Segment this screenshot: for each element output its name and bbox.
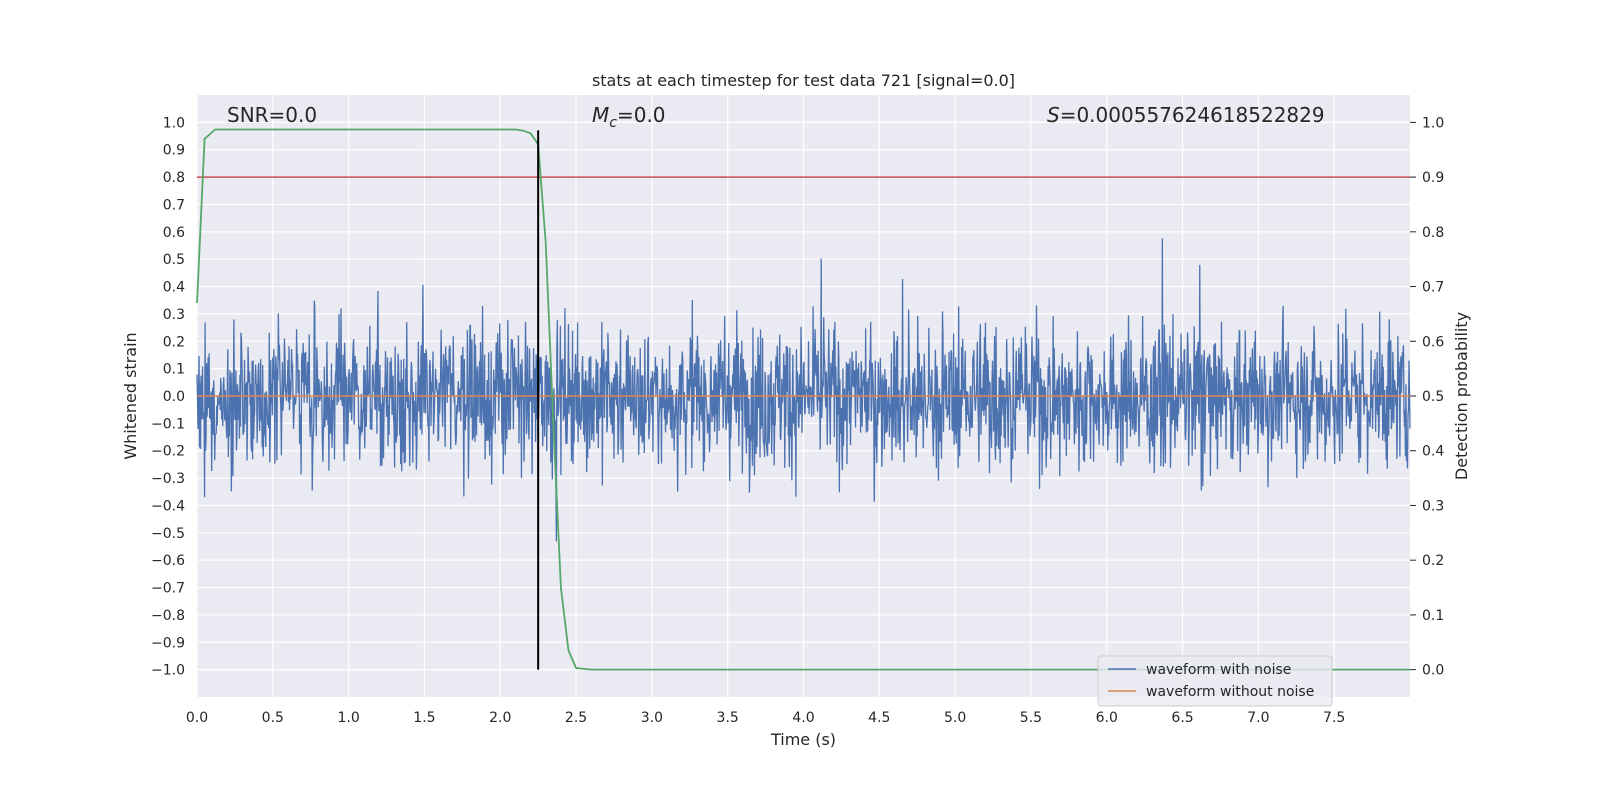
x-tick-label: 7.5	[1323, 710, 1345, 726]
y-left-tick-label: 0.8	[163, 170, 185, 186]
x-tick-label: 7.0	[1247, 710, 1269, 726]
y-left-tick-label: −0.5	[151, 526, 185, 542]
y-left-tick-label: 0.5	[163, 252, 185, 268]
y-left-tick-label: −0.9	[151, 635, 185, 651]
waveform-with-noise-line	[196, 238, 1411, 542]
legend-entry-noise: waveform with noise	[1146, 662, 1291, 678]
y-right-tick-label: 0.4	[1422, 444, 1444, 460]
x-tick-label: 2.5	[565, 710, 587, 726]
mc-symbol: M	[592, 103, 609, 127]
y-left-tick-label: −0.8	[151, 608, 185, 624]
y-right-tick-label: 0.2	[1422, 553, 1444, 569]
y-right-tick-label: 0.5	[1422, 389, 1444, 405]
y-left-tick-label: −0.3	[151, 471, 185, 487]
y-right-tick-label: 0.3	[1422, 498, 1444, 514]
x-tick-label: 0.5	[262, 710, 284, 726]
y-right-tick-label: 0.0	[1422, 663, 1444, 679]
y-left-tick-label: 0.9	[163, 143, 185, 159]
mc-subscript: c	[609, 115, 617, 131]
y-left-tick-label: 0.0	[163, 389, 185, 405]
y-axis-left-label: Whitened strain	[121, 332, 140, 459]
legend: waveform with noise waveform without noi…	[1097, 655, 1333, 707]
detection-probability-line	[196, 128, 1410, 671]
legend-entry-clean: waveform without noise	[1146, 684, 1314, 700]
legend-box	[1097, 655, 1333, 707]
y-right-tick-label: 0.6	[1422, 334, 1444, 350]
y-left-tick-label: 1.0	[163, 115, 185, 131]
x-tick-label: 6.0	[1096, 710, 1118, 726]
y-left-tick-label: 0.7	[163, 197, 185, 213]
s-symbol: S	[1047, 103, 1060, 127]
x-tick-label: 5.0	[944, 710, 966, 726]
s-annotation: S=0.000557624618522829	[1047, 103, 1325, 127]
y-right-tick-label: 0.7	[1422, 280, 1444, 296]
y-left-tick-label: −0.1	[151, 416, 185, 432]
waveform-with-noise-series	[196, 238, 1411, 542]
y-left-tick-label: 0.6	[163, 225, 185, 241]
x-tick-label: 3.0	[641, 710, 663, 726]
x-tick-label: 5.5	[1020, 710, 1042, 726]
s-value: =0.000557624618522829	[1060, 103, 1325, 127]
mc-annotation: Mc=0.0	[592, 103, 666, 131]
overlay-lines	[196, 128, 1410, 671]
y-left-tick-label: −0.2	[151, 444, 185, 460]
x-tick-label: 4.0	[792, 710, 814, 726]
x-tick-label: 3.5	[717, 710, 739, 726]
mc-value: =0.0	[617, 103, 666, 127]
y-left-tick-label: 0.3	[163, 307, 185, 323]
snr-annotation: SNR=0.0	[227, 103, 317, 127]
y-left-tick-label: −1.0	[151, 663, 185, 679]
y-left-tick-label: 0.4	[163, 280, 185, 296]
y-left-tick-label: −0.7	[151, 581, 185, 597]
x-tick-label: 2.0	[489, 710, 511, 726]
y-axis-right-label: Detection probability	[1452, 312, 1471, 480]
y-right-tick-label: 0.1	[1422, 608, 1444, 624]
y-left-tick-label: 0.2	[163, 334, 185, 350]
x-tick-label: 6.5	[1171, 710, 1193, 726]
y-right-tick-label: 0.8	[1422, 225, 1444, 241]
chart-title: stats at each timestep for test data 721…	[592, 71, 1015, 90]
y-right-tick-label: 1.0	[1422, 115, 1444, 131]
x-tick-label: 1.5	[413, 710, 435, 726]
x-tick-label: 0.0	[186, 710, 208, 726]
x-tick-label: 4.5	[868, 710, 890, 726]
y-right-tick-label: 0.9	[1422, 170, 1444, 186]
x-tick-label: 1.0	[337, 710, 359, 726]
y-left-tick-label: −0.6	[151, 553, 185, 569]
tick-labels: 0.0 0.5 1.0 1.5 2.0 2.5 3.0 3.5 4.0 4.5 5.0 5.5 6.0 6…	[151, 115, 1444, 726]
y-left-tick-label: 0.1	[163, 362, 185, 378]
x-axis-label: Time (s)	[770, 730, 836, 749]
y-left-tick-label: −0.4	[151, 498, 185, 514]
